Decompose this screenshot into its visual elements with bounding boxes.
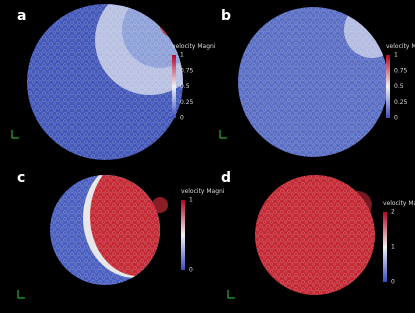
colorbar-tick-label: 0.25 — [180, 99, 194, 106]
colorbar-tick-label: 0.75 — [394, 67, 408, 74]
colorbar-tick-label: 1 — [394, 52, 398, 59]
colorbar-tick-label: 0 — [394, 115, 398, 122]
panel-label: a — [17, 8, 26, 24]
ejected-particles — [152, 197, 168, 213]
colorbar-tick-label: 1 — [189, 197, 193, 204]
panel-d — [255, 175, 375, 295]
colorbar-tick-label: 0 — [189, 267, 193, 274]
colorbar-title: velocity Magni — [386, 43, 415, 50]
particle-mesh — [238, 7, 388, 157]
colorbar — [172, 55, 176, 118]
colorbar-tick-label: 2 — [391, 209, 395, 216]
particle-mesh — [255, 175, 375, 295]
particle-mesh — [50, 175, 160, 285]
colorbar-tick-label: 0.5 — [180, 83, 190, 90]
colorbars: velocity Magni 1 0.75 0.5 0.25 0 velocity Magn… — [172, 43, 415, 286]
axis-triads — [11, 130, 235, 299]
colorbar-title: velocity Magni — [181, 188, 225, 195]
panel-label: d — [221, 170, 231, 186]
colorbar — [383, 212, 387, 282]
panel-label: c — [17, 170, 25, 186]
panel-c — [50, 175, 168, 285]
particle-mesh — [27, 4, 183, 160]
colorbar-tick-label: 1 — [391, 244, 395, 251]
panel-label: b — [221, 8, 231, 24]
colorbar-tick-label: 0.75 — [180, 67, 194, 74]
colorbar-title: velocity Magni — [172, 43, 216, 50]
colorbar-title: velocity Magni — [383, 200, 415, 207]
colorbar-tick-label: 0 — [391, 279, 395, 286]
colorbar-tick-label: 0.5 — [394, 83, 404, 90]
colorbar — [386, 55, 390, 118]
colorbar-tick-label: 0.25 — [394, 99, 408, 106]
colorbar — [181, 200, 185, 270]
colorbar-tick-label: 1 — [180, 52, 184, 59]
colorbar-tick-label: 0 — [180, 115, 184, 122]
